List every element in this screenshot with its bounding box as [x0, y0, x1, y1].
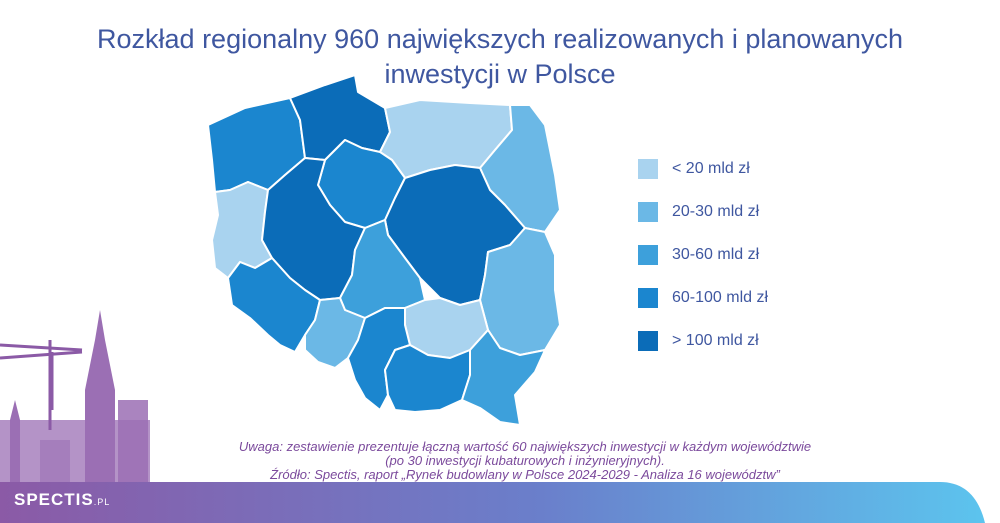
- page-title: Rozkład regionalny 960 największych real…: [40, 22, 960, 92]
- legend: < 20 mld zł 20-30 mld zł 30-60 mld zł 60-10…: [638, 158, 768, 373]
- region-podkarpackie: [461, 329, 546, 426]
- spectis-logo: SPECTIS.PL: [14, 490, 110, 510]
- legend-swatch: [638, 331, 658, 351]
- legend-label: 60-100 mld zł: [672, 289, 769, 306]
- title-line-1: Rozkład regionalny 960 największych real…: [97, 24, 903, 54]
- legend-swatch: [638, 288, 658, 308]
- legend-item: 30-60 mld zł: [638, 244, 768, 266]
- note-line-1: Uwaga: zestawienie prezentuje łączną war…: [238, 439, 812, 454]
- source-text: Źródło: Spectis, raport „Rynek budowlany…: [270, 467, 780, 482]
- logo-main: SPECTIS: [14, 490, 94, 509]
- footnote: Uwaga: zestawienie prezentuje łączną war…: [160, 440, 890, 482]
- crane-illustration: [0, 340, 83, 430]
- legend-label: 20-30 mld zł: [672, 203, 760, 220]
- legend-item: 20-30 mld zł: [638, 201, 768, 223]
- footer-gradient: [0, 482, 985, 523]
- region-opolskie: [304, 297, 366, 369]
- legend-label: 30-60 mld zł: [672, 246, 760, 263]
- legend-item: 60-100 mld zł: [638, 287, 768, 309]
- logo-suffix: .PL: [93, 497, 111, 507]
- legend-label: < 20 mld zł: [672, 160, 750, 177]
- legend-swatch: [638, 159, 658, 179]
- legend-item: < 20 mld zł: [638, 158, 768, 180]
- legend-label: > 100 mld zł: [672, 332, 759, 349]
- legend-swatch: [638, 202, 658, 222]
- region-malopolskie: [384, 344, 471, 413]
- skyline-illustration: [0, 310, 150, 490]
- legend-swatch: [638, 245, 658, 265]
- note-line-2: (po 30 inwestycji kubaturowych i inżynie…: [385, 453, 665, 468]
- legend-item: > 100 mld zł: [638, 330, 768, 352]
- title-line-2: inwestycji w Polsce: [384, 59, 616, 89]
